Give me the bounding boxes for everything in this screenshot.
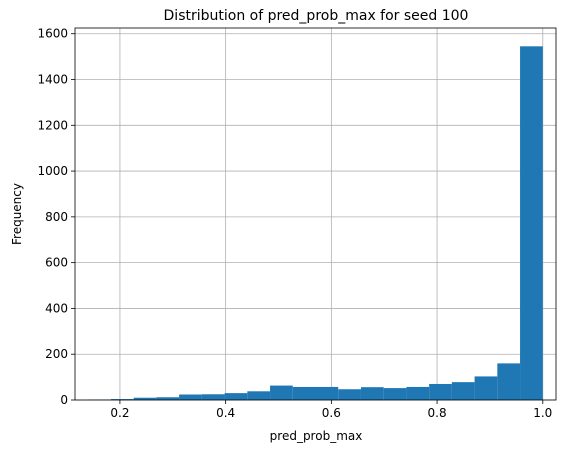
histogram-bar — [247, 391, 271, 400]
histogram-bars — [88, 46, 543, 401]
y-tick-label: 1000 — [37, 164, 68, 178]
y-tick-label: 1400 — [37, 73, 68, 87]
histogram-bar — [201, 394, 225, 400]
histogram-bar — [338, 389, 361, 400]
y-tick-label: 1200 — [37, 118, 68, 132]
x-tick-label: 0.8 — [428, 406, 447, 420]
x-tick-label: 0.2 — [110, 406, 129, 420]
histogram-bar — [292, 386, 316, 400]
y-axis-ticks: 0 200 400 600 800 1000 1200 1400 1600 — [37, 27, 75, 407]
histogram-bar — [110, 399, 134, 400]
histogram-bar — [224, 393, 248, 400]
y-tick-label: 1600 — [37, 27, 68, 41]
plot-frame — [74, 27, 557, 401]
x-axis-label: pred_prob_max — [270, 429, 363, 443]
x-tick-label: 0.6 — [322, 406, 341, 420]
histogram-bar — [520, 46, 543, 401]
y-tick-label: 200 — [45, 347, 68, 361]
histogram-bar — [383, 388, 407, 400]
histogram-bar — [133, 397, 157, 400]
y-tick-label: 400 — [45, 301, 68, 315]
histogram-bar — [156, 397, 180, 400]
histogram-bar — [270, 385, 293, 400]
x-axis-ticks: 0.2 0.4 0.6 0.8 1.0 — [110, 400, 552, 420]
histogram-bar — [474, 376, 498, 400]
histogram-bar — [179, 394, 202, 400]
histogram-bar — [315, 386, 339, 400]
x-tick-label: 1.0 — [533, 406, 552, 420]
y-axis-label: Frequency — [10, 183, 24, 245]
chart-title: Distribution of pred_prob_max for seed 1… — [164, 8, 469, 24]
y-tick-label: 800 — [45, 210, 68, 224]
histogram-bar — [360, 387, 384, 400]
x-tick-label: 0.4 — [216, 406, 235, 420]
histogram-bar — [406, 386, 430, 400]
histogram-bar — [451, 382, 475, 400]
y-tick-label: 600 — [45, 256, 68, 270]
grid-lines — [75, 28, 556, 401]
histogram-bar — [497, 363, 521, 400]
histogram-bar — [429, 383, 452, 400]
y-tick-label: 0 — [60, 393, 68, 407]
